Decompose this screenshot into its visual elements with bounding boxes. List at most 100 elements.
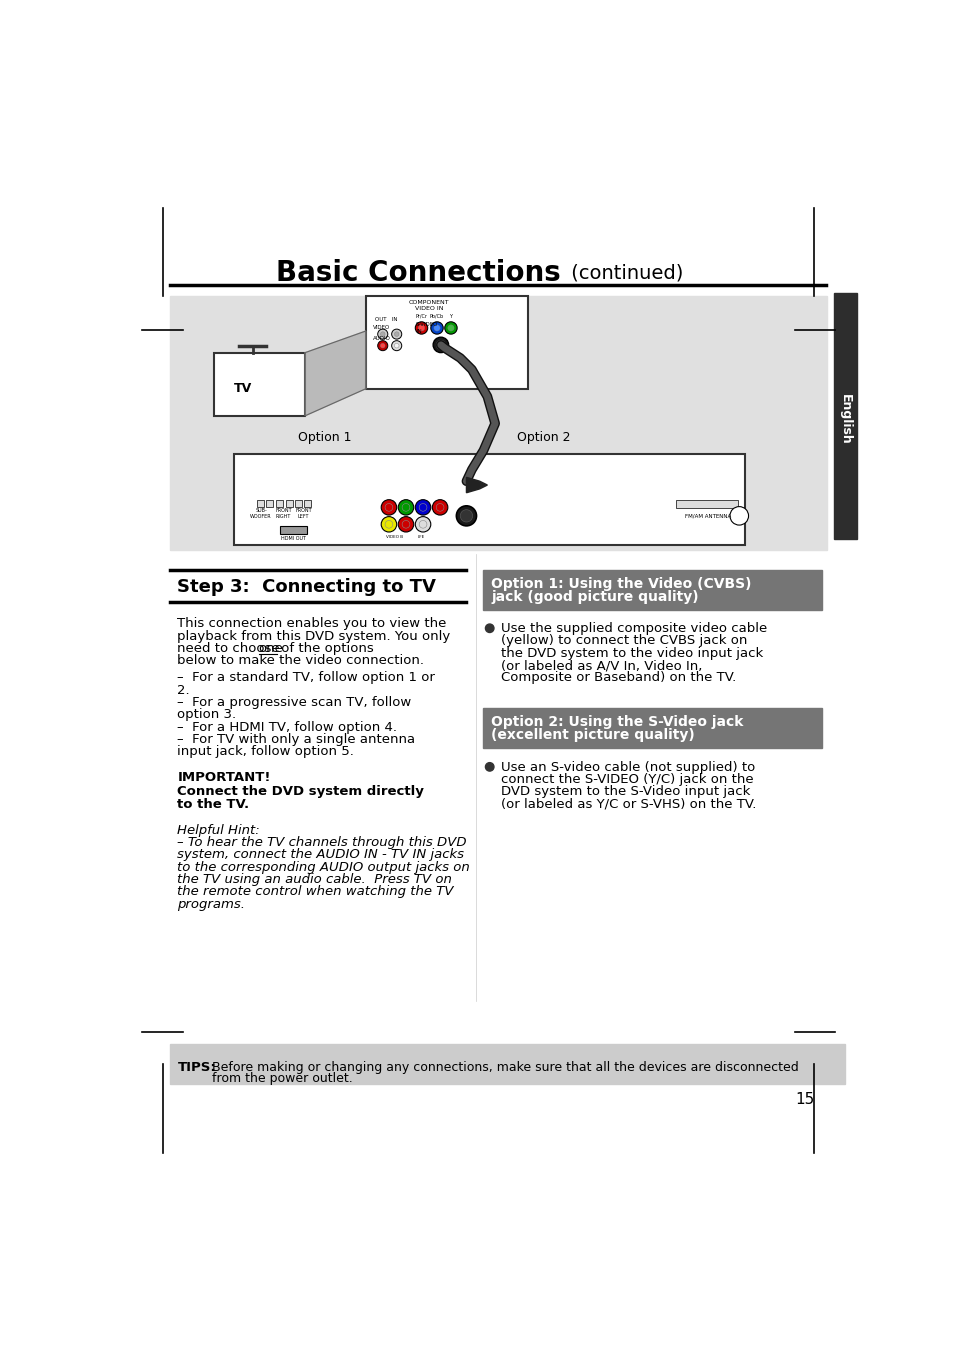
Circle shape [380, 331, 385, 337]
Text: need to choose: need to choose [177, 643, 284, 655]
Text: FM/AM ANTENNA: FM/AM ANTENNA [684, 513, 731, 519]
Text: (or labeled as Y/C or S-VHS) on the TV.: (or labeled as Y/C or S-VHS) on the TV. [500, 797, 755, 811]
Circle shape [431, 322, 443, 334]
Bar [365, 296, 528, 389]
Text: This connection enables you to view the: This connection enables you to view the [177, 617, 446, 630]
Circle shape [381, 500, 396, 515]
Text: DVD system to the S-Video input jack: DVD system to the S-Video input jack [500, 785, 749, 799]
Circle shape [418, 520, 427, 528]
Bar [266, 500, 274, 506]
Text: VIDEO: VIDEO [373, 326, 391, 330]
Circle shape [377, 341, 387, 350]
Bar [233, 454, 744, 546]
Text: IMPORTANT!: IMPORTANT! [177, 772, 271, 784]
Text: COMPONENT: COMPONENT [409, 300, 449, 304]
Text: IN: IN [416, 329, 421, 334]
Text: VIDEO IN: VIDEO IN [415, 306, 443, 311]
Text: –  For TV with only a single antenna: – For TV with only a single antenna [177, 733, 416, 746]
Bar [286, 500, 293, 506]
Text: to the TV.: to the TV. [177, 797, 250, 811]
Text: –  For a HDMI TV, follow option 4.: – For a HDMI TV, follow option 4. [177, 721, 397, 734]
Text: HDMI OUT: HDMI OUT [281, 536, 306, 541]
Circle shape [444, 322, 456, 334]
Text: below to make the video connection.: below to make the video connection. [177, 655, 424, 668]
Text: TIPS:: TIPS: [178, 1060, 216, 1074]
Circle shape [729, 506, 748, 525]
Circle shape [485, 624, 494, 633]
Circle shape [436, 341, 445, 349]
Text: playback from this DVD system. You only: playback from this DVD system. You only [177, 630, 450, 643]
Circle shape [434, 325, 439, 331]
Circle shape [394, 331, 398, 337]
Circle shape [397, 500, 414, 515]
Text: of the options: of the options [276, 643, 373, 655]
Polygon shape [305, 331, 365, 416]
Text: Use the supplied composite video cable: Use the supplied composite video cable [500, 622, 766, 634]
Text: LFE: LFE [417, 535, 425, 539]
Text: (yellow) to connect the CVBS jack on: (yellow) to connect the CVBS jack on [500, 634, 746, 648]
Bar [275, 500, 282, 506]
Text: (excellent picture quality): (excellent picture quality) [491, 729, 695, 742]
Text: Step 3:  Connecting to TV: Step 3: Connecting to TV [177, 578, 436, 595]
Bar [257, 500, 264, 506]
Circle shape [415, 500, 431, 515]
Text: the remote control when watching the TV: the remote control when watching the TV [177, 885, 454, 898]
Bar [304, 500, 311, 506]
Circle shape [392, 341, 401, 350]
Text: Pb/Cb: Pb/Cb [430, 314, 443, 319]
Text: from the power outlet.: from the power outlet. [212, 1072, 353, 1086]
Text: S-VIDEO: S-VIDEO [416, 322, 438, 326]
Text: Y: Y [449, 314, 452, 319]
Text: – To hear the TV channels through this DVD: – To hear the TV channels through this D… [177, 836, 467, 849]
Circle shape [380, 343, 385, 348]
Bar [213, 353, 305, 416]
Circle shape [485, 762, 494, 770]
Text: OUT   IN: OUT IN [375, 317, 397, 322]
Bar [833, 292, 856, 539]
Text: Option 2: Option 2 [517, 431, 570, 443]
Text: input jack, follow option 5.: input jack, follow option 5. [177, 745, 354, 758]
Text: Option 2: Using the S-Video jack: Option 2: Using the S-Video jack [491, 715, 742, 729]
Circle shape [456, 506, 476, 525]
Text: Option 1: Using the Video (CVBS): Option 1: Using the Video (CVBS) [491, 577, 751, 590]
Text: Before making or changing any connections, make sure that all the devices are di: Before making or changing any connection… [212, 1060, 799, 1074]
Circle shape [459, 509, 472, 523]
Circle shape [381, 517, 396, 532]
Bar [483, 709, 821, 749]
Circle shape [402, 520, 410, 528]
Circle shape [397, 517, 414, 532]
Circle shape [402, 504, 410, 512]
Text: connect the S-VIDEO (Y/C) jack on the: connect the S-VIDEO (Y/C) jack on the [500, 773, 752, 787]
Text: one: one [258, 643, 283, 655]
Circle shape [418, 325, 424, 331]
Circle shape [392, 329, 401, 339]
Text: the TV using an audio cable.  Press TV on: the TV using an audio cable. Press TV on [177, 873, 452, 886]
Circle shape [447, 325, 454, 331]
Bar [280, 525, 307, 533]
Text: Connect the DVD system directly: Connect the DVD system directly [177, 785, 424, 799]
Text: to the corresponding AUDIO output jacks on: to the corresponding AUDIO output jacks … [177, 861, 470, 874]
Bar [294, 500, 302, 506]
Bar [170, 296, 826, 551]
Circle shape [385, 504, 393, 512]
Text: English: English [838, 395, 851, 445]
Text: Helpful Hint:: Helpful Hint: [177, 824, 260, 836]
Text: programs.: programs. [177, 897, 245, 911]
Circle shape [433, 337, 448, 353]
Text: 2.: 2. [177, 684, 190, 696]
Text: option 3.: option 3. [177, 709, 236, 722]
Text: VIDEO B: VIDEO B [385, 535, 402, 539]
Text: SUB-
WOOFER: SUB- WOOFER [250, 508, 272, 519]
Text: AUDIO: AUDIO [373, 337, 391, 341]
Text: FRONT
LEFT: FRONT LEFT [295, 508, 312, 519]
Circle shape [418, 504, 427, 512]
Circle shape [394, 343, 398, 348]
Text: –  For a progressive scan TV, follow: – For a progressive scan TV, follow [177, 696, 411, 709]
Text: (or labeled as A/V In, Video In,: (or labeled as A/V In, Video In, [500, 659, 701, 672]
Text: system, connect the AUDIO IN - TV IN jacks: system, connect the AUDIO IN - TV IN jac… [177, 849, 464, 862]
Text: Use an S-video cable (not supplied) to: Use an S-video cable (not supplied) to [500, 761, 754, 773]
Text: 15: 15 [795, 1092, 814, 1107]
Polygon shape [466, 477, 487, 493]
Circle shape [377, 329, 387, 339]
Text: the DVD system to the video input jack: the DVD system to the video input jack [500, 647, 762, 660]
